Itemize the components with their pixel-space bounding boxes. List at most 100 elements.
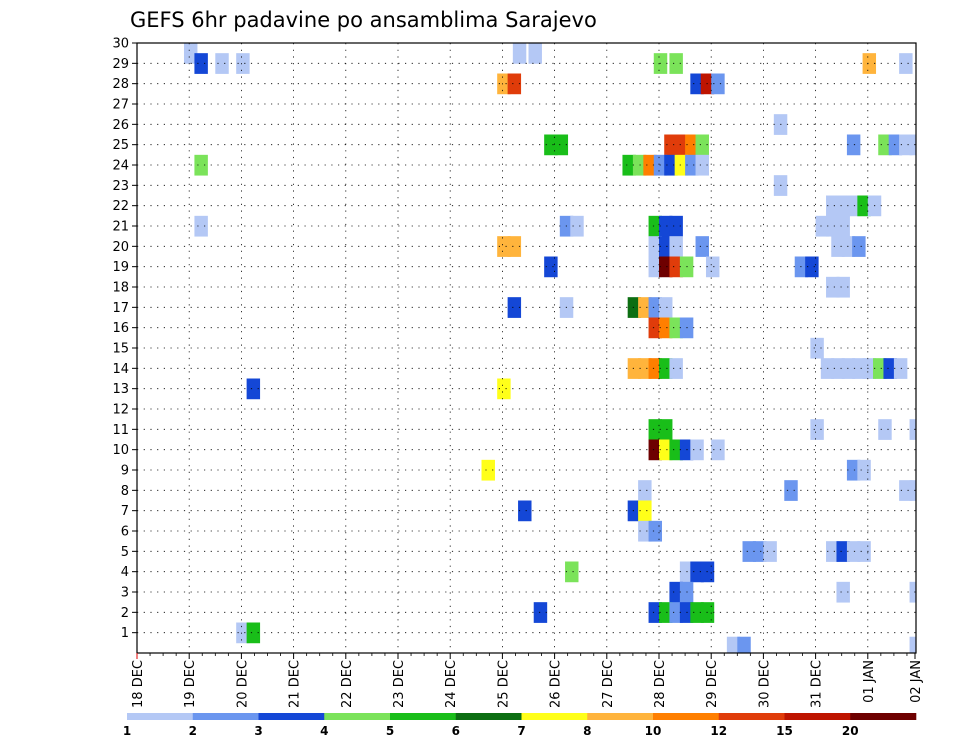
heatmap-cell [246, 378, 261, 400]
x-tick-label: 26 DEC [549, 660, 564, 708]
colorbar-segment [192, 713, 259, 720]
heatmap-cell [638, 500, 652, 522]
heatmap-cell [659, 419, 673, 440]
y-tick-label: 24 [112, 159, 129, 174]
heatmap-cell [481, 459, 495, 481]
heatmap-cell [659, 358, 673, 379]
heatmap-cell [638, 358, 652, 379]
colorbar-label: 6 [452, 724, 460, 738]
colorbar-segment [455, 713, 522, 720]
colorbar-label: 20 [842, 724, 859, 738]
colorbar-label: 3 [254, 724, 262, 738]
colorbar-label: 4 [320, 724, 328, 738]
heatmap-cell [831, 358, 845, 379]
heatmap-cell [826, 541, 840, 562]
heatmap-cell [565, 561, 579, 583]
heatmap-cell [648, 317, 663, 339]
heatmap-cell [246, 622, 261, 644]
chart-title: GEFS 6hr padavine po ansamblima Sarajevo [130, 8, 597, 32]
heatmap-cell [643, 154, 657, 176]
y-tick-label: 30 [112, 37, 129, 52]
colorbar-label: 5 [386, 724, 394, 738]
heatmap-cell [659, 256, 673, 278]
heatmap-cell [826, 215, 840, 237]
heatmap-cell [664, 154, 678, 176]
heatmap-cell [862, 53, 877, 74]
heatmap-cell [648, 419, 663, 440]
heatmap-cell [669, 581, 683, 603]
heatmap-cell [763, 541, 777, 562]
x-tick-label: 01 JAN [862, 660, 877, 703]
heatmap-cell [659, 215, 673, 237]
heatmap-cell [836, 541, 850, 562]
heatmap-cell [888, 134, 903, 156]
y-tick-label: 11 [112, 423, 129, 438]
x-tick-label: 21 DEC [288, 660, 303, 708]
heatmap-cell [862, 358, 877, 379]
y-tick-label: 16 [112, 321, 129, 336]
heatmap-cell [695, 154, 709, 176]
heatmap-cell [638, 520, 652, 542]
heatmap-cell [690, 602, 704, 623]
heatmap-cell [669, 236, 683, 257]
colorbar-label: 12 [710, 724, 727, 738]
heatmap-cell [554, 134, 569, 156]
heatmap-cells [183, 43, 916, 653]
colorbar-label: 7 [517, 724, 525, 738]
y-tick-label: 18 [112, 281, 129, 296]
heatmap-cell [497, 236, 511, 257]
heatmap-cell [674, 134, 689, 156]
y-tick-label: 15 [112, 342, 129, 357]
y-tick-label: 25 [112, 138, 129, 153]
heatmap-cell [659, 317, 673, 339]
heatmap-cell [669, 358, 683, 379]
heatmap-cell [873, 358, 887, 379]
heatmap-cell [648, 297, 663, 318]
y-axis-ticks: 1234567891011121314151617181920212223242… [112, 37, 137, 641]
x-tick-label: 24 DEC [444, 660, 459, 708]
heatmap-cell [899, 53, 913, 74]
x-tick-label: 30 DEC [757, 660, 772, 708]
heatmap-cell [183, 43, 198, 64]
heatmap-cell [659, 236, 673, 257]
heatmap-cell [841, 236, 856, 257]
heatmap-cell [685, 154, 699, 176]
colorbar-segment [521, 713, 588, 720]
heatmap-cell [194, 154, 208, 176]
x-tick-label: 19 DEC [183, 660, 198, 708]
heatmap-cell [669, 256, 683, 278]
heatmap-cell [669, 53, 683, 74]
heatmap-cell [544, 134, 558, 156]
heatmap-cell [507, 297, 522, 318]
heatmap-cell [669, 602, 683, 623]
y-tick-label: 27 [112, 98, 129, 113]
y-tick-label: 23 [112, 179, 129, 194]
colorbar-segment [784, 713, 851, 720]
heatmap-cell [726, 636, 741, 653]
heatmap-cell [194, 215, 208, 237]
heatmap-cell [690, 439, 704, 461]
heatmap-cell [857, 541, 871, 562]
heatmap-cell [899, 134, 913, 156]
heatmap-cell [784, 480, 798, 501]
heatmap-cell [841, 358, 856, 379]
y-tick-label: 4 [121, 565, 129, 580]
x-tick-label: 20 DEC [235, 660, 250, 708]
y-tick-label: 28 [112, 77, 129, 92]
heatmap-cell [690, 73, 704, 95]
heatmap-cell [507, 73, 522, 95]
heatmap-cell [857, 459, 871, 481]
heatmap-cell [674, 154, 689, 176]
y-tick-label: 9 [121, 464, 129, 479]
heatmap-cell [909, 480, 916, 501]
y-tick-label: 20 [112, 240, 129, 255]
heatmap-cell [627, 358, 642, 379]
heatmap-cell [664, 134, 678, 156]
heatmap-cell [533, 602, 548, 623]
x-tick-label: 25 DEC [496, 660, 511, 708]
heatmap-cell [805, 256, 819, 278]
heatmap-cell [836, 215, 850, 237]
colorbar-label: 15 [776, 724, 793, 738]
heatmap-cell [648, 602, 663, 623]
heatmap-cell [695, 134, 709, 156]
